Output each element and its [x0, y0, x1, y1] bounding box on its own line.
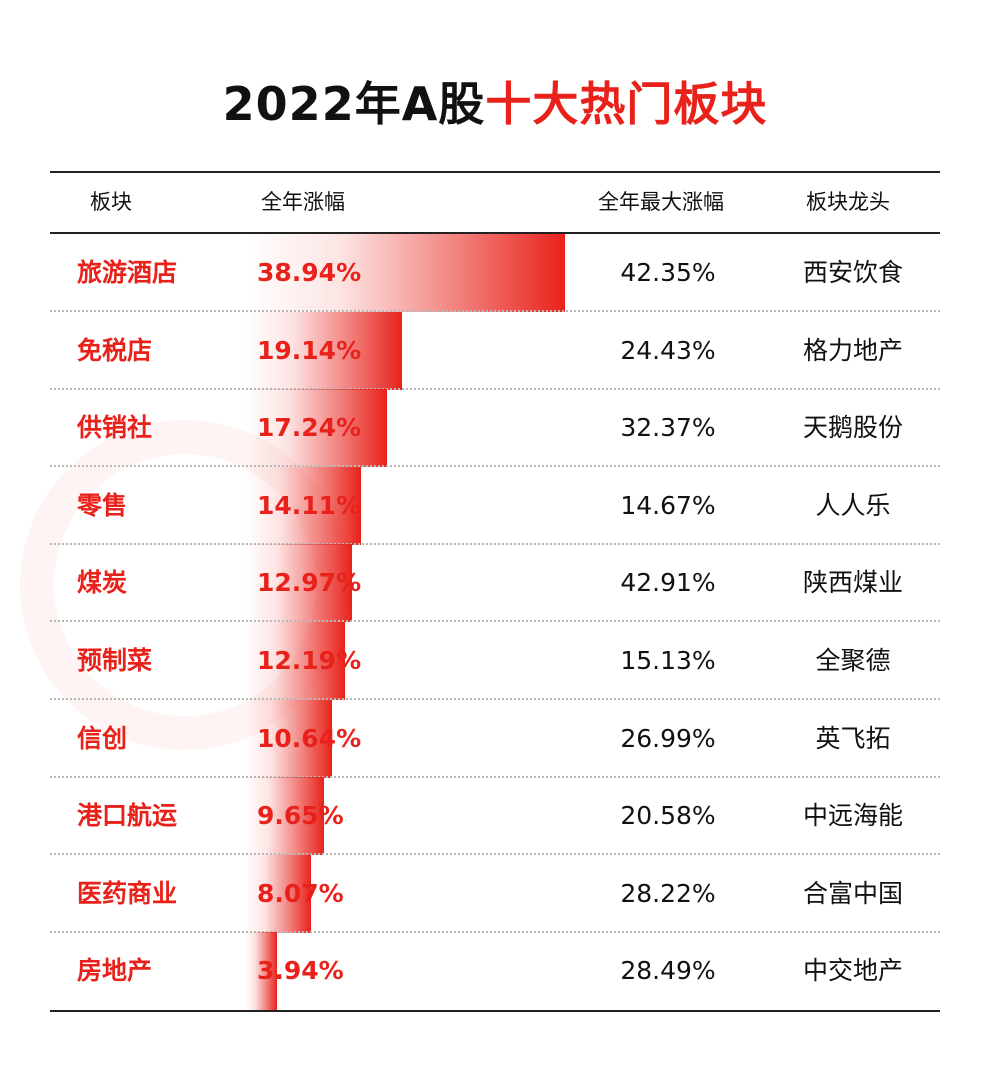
leader-stock: 陕西煤业: [802, 568, 903, 598]
row-separator: [50, 853, 940, 856]
leader-stock: 中交地产: [802, 956, 903, 986]
gain-bar: [245, 932, 278, 1011]
max-gain-value: 28.49%: [620, 956, 716, 986]
table-row: 零售 14.11% 14.67% 人人乐: [50, 466, 940, 545]
sector-label: 旅游酒店: [77, 258, 178, 287]
sector-label: 零售: [77, 490, 128, 520]
leader-stock: 全聚德: [815, 646, 891, 675]
sector-label: 免税店: [77, 335, 153, 365]
leader-stock: 天鹅股份: [802, 413, 903, 443]
sector-label: 预制菜: [77, 646, 153, 675]
max-gain-value: 42.91%: [620, 568, 716, 598]
row-separator: [50, 930, 940, 933]
max-gain-value: 20.58%: [620, 801, 716, 831]
gain-bar: [245, 234, 565, 312]
sector-label: 煤炭: [77, 568, 128, 598]
row-separator: [50, 387, 940, 390]
sector-label: 医药商业: [77, 878, 178, 908]
gain-value-label: 19.14%: [257, 335, 362, 365]
row-separator: [50, 698, 940, 700]
gain-value-label: 12.19%: [257, 646, 362, 675]
max-gain-value: 32.37%: [620, 413, 716, 443]
sector-label: 房地产: [77, 956, 153, 986]
gain-value-label: 12.97%: [257, 568, 362, 598]
table-row: 信创 10.64% 26.99% 英飞拓: [50, 699, 940, 778]
title-red-part: 十大热门板块: [485, 77, 768, 131]
sector-label: 信创: [77, 723, 128, 753]
header-bottom-rule: [50, 232, 940, 234]
gain-bar: [245, 311, 403, 390]
max-gain-value: 15.13%: [620, 646, 716, 675]
sector-label: 供销社: [77, 413, 153, 443]
gain-bar: [245, 466, 361, 545]
gain-value-label: 38.94%: [257, 258, 362, 287]
max-gain-value: 28.22%: [620, 878, 716, 908]
leader-stock: 英飞拓: [815, 723, 891, 753]
leader-stock: 格力地产: [802, 335, 903, 365]
gain-value-label: 10.64%: [257, 723, 362, 753]
leader-stock: 西安饮食: [802, 258, 903, 287]
row-separator: [50, 465, 940, 468]
gain-value-label: 14.11%: [257, 490, 362, 520]
table-row: 医药商业 8.07% 28.22% 合富中国: [50, 854, 940, 933]
table-row: 煤炭 12.97% 42.91% 陕西煤业: [50, 544, 940, 623]
gain-bar: [245, 699, 333, 778]
max-gain-value: 24.43%: [620, 335, 716, 365]
row-separator: [50, 542, 940, 545]
table-bottom-rule: [50, 1010, 940, 1012]
table-row: 旅游酒店 38.94% 42.35% 西安饮食: [50, 234, 940, 312]
header-max-gain: 全年最大涨幅: [598, 190, 724, 214]
gain-value-label: 8.07%: [257, 878, 344, 908]
table-row: 预制菜 12.19% 15.13% 全聚德: [50, 622, 940, 700]
gain-bar: [245, 544, 352, 623]
gain-value-label: 9.65%: [257, 801, 344, 831]
header-sector: 板块: [90, 190, 132, 214]
table-row: 免税店 19.14% 24.43% 格力地产: [50, 311, 940, 390]
header-gain: 全年涨幅: [261, 190, 345, 214]
leader-stock: 中远海能: [802, 801, 903, 831]
table-top-rule: [50, 171, 940, 173]
page-title: 2022年A股十大热门板块: [0, 72, 990, 136]
gain-bar: [245, 777, 325, 856]
gain-value-label: 17.24%: [257, 413, 362, 443]
gain-bar: [245, 622, 346, 700]
max-gain-value: 42.35%: [620, 258, 716, 287]
max-gain-value: 26.99%: [620, 723, 716, 753]
row-separator: [50, 620, 940, 623]
row-separator: [50, 310, 940, 312]
gain-value-label: 3.94%: [257, 956, 344, 986]
table-row: 房地产 3.94% 28.49% 中交地产: [50, 932, 940, 1011]
title-black-part: 2022年A股: [222, 77, 486, 131]
gain-bar: [245, 854, 312, 933]
table-row: 供销社 17.24% 32.37% 天鹅股份: [50, 389, 940, 468]
sector-label: 港口航运: [77, 801, 178, 831]
leader-stock: 人人乐: [815, 490, 891, 520]
gain-bar: [245, 389, 387, 468]
max-gain-value: 14.67%: [620, 490, 716, 520]
row-separator: [50, 775, 940, 778]
header-leader: 板块龙头: [806, 190, 890, 214]
table-row: 港口航运 9.65% 20.58% 中远海能: [50, 777, 940, 856]
leader-stock: 合富中国: [802, 878, 903, 908]
